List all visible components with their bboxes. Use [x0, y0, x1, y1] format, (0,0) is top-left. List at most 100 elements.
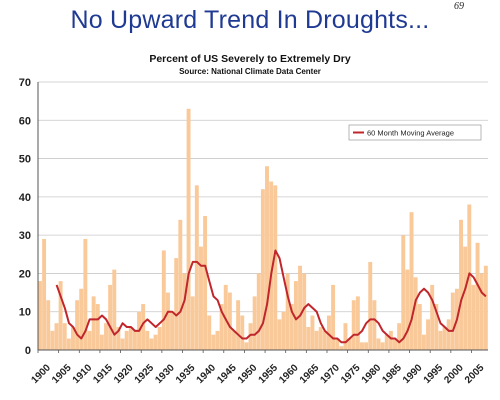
drought-bar — [83, 238, 88, 350]
drought-bar — [227, 292, 232, 350]
drought-bar — [265, 166, 269, 350]
drought-bar — [434, 304, 439, 350]
axes — [37, 82, 488, 351]
drought-bar — [339, 346, 344, 350]
drought-bar — [413, 277, 418, 350]
drought-bar — [360, 342, 364, 350]
drought-bar — [260, 189, 265, 350]
drought-bar — [393, 338, 397, 350]
legend-label: 60 Month Moving Average — [367, 129, 454, 138]
x-axis-ticks: 1900190519101915192019251930193519401945… — [29, 350, 487, 386]
drought-bar — [364, 342, 369, 350]
drought-bar — [351, 300, 356, 350]
drought-bar — [215, 330, 220, 350]
drought-bar — [248, 323, 253, 350]
drought-bar — [91, 296, 96, 350]
drought-bar — [293, 281, 298, 350]
drought-bar — [232, 330, 236, 350]
drought-bar — [170, 311, 175, 350]
slide-page-number: 69 — [454, 1, 464, 12]
drought-bar — [306, 327, 311, 350]
x-tick-label: 1990 — [401, 362, 425, 386]
x-tick-label: 1925 — [133, 362, 157, 386]
x-tick-label: 1980 — [360, 362, 384, 386]
drought-bar — [355, 296, 360, 350]
x-tick-label: 1965 — [298, 362, 322, 386]
drought-bar — [116, 327, 121, 350]
drought-bar — [165, 292, 170, 350]
drought-bar — [475, 242, 480, 350]
x-tick-label: 1910 — [71, 362, 95, 386]
x-tick-label: 1900 — [29, 362, 53, 386]
drought-bar — [335, 338, 340, 350]
drought-bar — [376, 338, 381, 350]
drought-bar — [277, 319, 282, 350]
drought-bar — [149, 338, 154, 350]
x-tick-label: 1940 — [195, 362, 219, 386]
x-tick-label: 1930 — [153, 362, 177, 386]
drought-bar — [54, 323, 59, 350]
x-tick-label: 1935 — [174, 362, 198, 386]
y-tick-label: 40 — [19, 192, 31, 204]
drought-bar — [273, 185, 278, 350]
x-tick-label: 2005 — [463, 362, 487, 386]
x-tick-label: 2000 — [442, 362, 466, 386]
drought-bar — [66, 338, 71, 350]
drought-bar — [314, 330, 319, 350]
drought-bar — [252, 296, 257, 350]
drought-bar — [438, 330, 443, 350]
drought-bar — [120, 338, 125, 350]
x-tick-label: 1995 — [422, 362, 446, 386]
drought-bar — [157, 327, 162, 350]
drought-bar — [194, 185, 199, 350]
drought-bar — [281, 311, 286, 350]
drought-bar — [87, 330, 92, 350]
drought-bar — [372, 300, 377, 350]
y-tick-label: 20 — [19, 268, 31, 280]
drought-bar — [318, 327, 323, 350]
drought-bar — [459, 219, 464, 350]
drought-bar — [388, 330, 393, 350]
drought-bar — [62, 323, 67, 350]
drought-bar — [95, 304, 100, 350]
drought-bar — [79, 288, 84, 350]
drought-bar — [343, 323, 348, 350]
x-tick-label: 1915 — [91, 362, 115, 386]
drought-bar — [426, 319, 430, 350]
drought-bar — [405, 269, 410, 350]
drought-bar — [236, 300, 241, 350]
drought-bar — [471, 284, 476, 350]
drought-bar — [285, 273, 290, 350]
chart-source: Source: National Climate Data Center — [179, 67, 321, 76]
drought-bar — [430, 284, 435, 350]
drought-bar — [153, 334, 158, 350]
drought-bars — [38, 108, 488, 350]
drought-bar — [446, 319, 451, 350]
x-tick-label: 1960 — [277, 362, 301, 386]
drought-bar — [128, 327, 133, 350]
drought-bar — [211, 334, 216, 350]
x-tick-label: 1975 — [339, 362, 363, 386]
legend-box — [348, 124, 482, 141]
drought-bar — [104, 323, 108, 350]
drought-bar — [58, 281, 63, 350]
drought-bar — [302, 273, 307, 350]
drought-bar — [178, 219, 183, 350]
drought-bar — [368, 261, 373, 350]
drought-bar — [244, 342, 249, 350]
x-tick-label: 1950 — [236, 362, 260, 386]
drought-bar — [450, 292, 455, 350]
chart-legend: 60 Month Moving Average — [348, 124, 482, 141]
drought-bar — [145, 330, 150, 350]
drought-bar — [112, 269, 117, 350]
drought-bar — [132, 330, 137, 350]
drought-bar — [479, 273, 484, 350]
x-tick-label: 1985 — [380, 362, 404, 386]
drought-bar — [310, 315, 315, 350]
drought-bar — [442, 327, 447, 350]
y-tick-label: 30 — [19, 230, 31, 242]
drought-bar — [46, 300, 51, 350]
drought-bar — [289, 304, 294, 350]
drought-bar — [71, 327, 75, 350]
y-tick-label: 60 — [19, 115, 31, 127]
